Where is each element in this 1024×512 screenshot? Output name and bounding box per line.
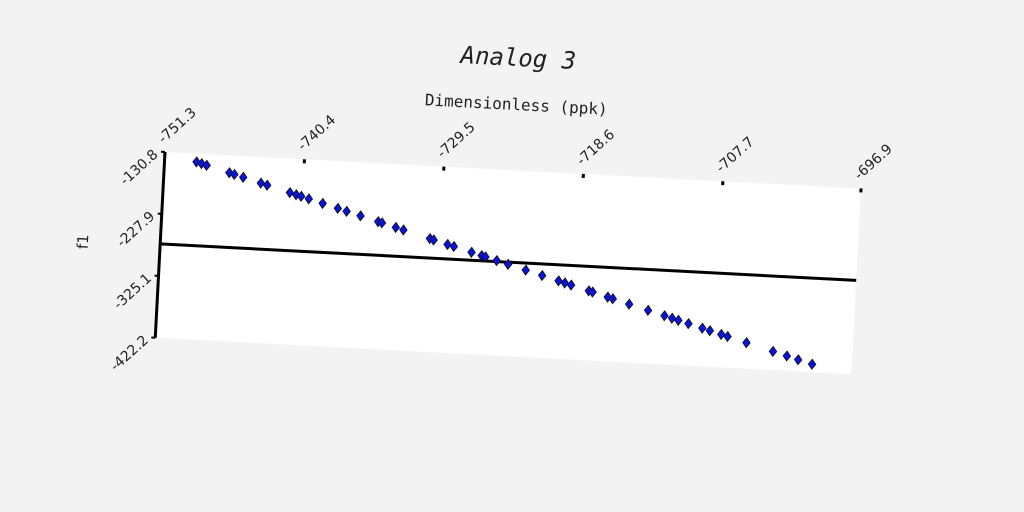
data-point [537,269,547,282]
data-point [429,234,438,246]
data-point [318,197,327,210]
data-point [342,205,351,217]
data-point [660,310,669,322]
data-point [202,159,211,171]
data-point [807,358,817,370]
data-point [225,167,234,179]
data-point [793,354,803,366]
data-point [399,224,408,236]
data-point [698,322,707,334]
data-point [377,217,387,229]
data-point [285,186,295,199]
data-point [503,258,513,270]
data-point [768,345,778,358]
data-point [705,325,715,337]
data-point [674,314,683,326]
data-point [742,337,751,349]
data-point [256,177,266,189]
data-point [667,312,677,324]
data-point [492,254,501,267]
data-point [449,240,459,253]
data-point [608,293,618,305]
data-point [684,317,693,330]
data-point [554,275,563,287]
data-point [643,304,653,317]
data-point [481,251,490,263]
data-point [230,168,239,181]
data-point [624,298,634,310]
data-point [443,238,452,251]
data-point [262,179,272,191]
data-point [192,156,201,168]
data-point [356,210,365,222]
data-point [291,189,301,201]
data-point [782,350,792,362]
data-point [521,264,530,276]
chart-title: Analog 3 [458,41,577,75]
y-axis-spine [153,151,167,338]
data-point [560,277,570,289]
data-point [304,193,314,205]
data-point [296,190,306,202]
y-axis-label: f1 [74,234,93,250]
data-point [197,157,206,170]
data-point [391,221,401,234]
data-point [238,171,248,183]
data-point [603,291,612,303]
data-point [467,246,476,258]
data-point [566,279,576,291]
data-point [333,202,343,215]
data-point [588,286,597,298]
data-point [717,328,726,341]
data-point [723,330,732,343]
